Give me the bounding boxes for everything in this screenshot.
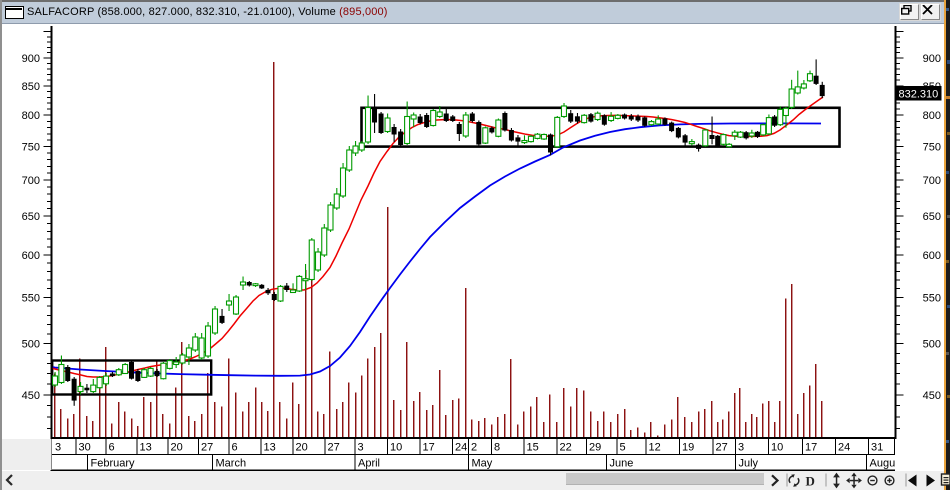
svg-text:6: 6 [109, 442, 115, 454]
svg-text:750: 750 [923, 142, 941, 154]
svg-text:31: 31 [871, 442, 883, 454]
svg-text:29: 29 [589, 442, 601, 454]
svg-text:20: 20 [296, 442, 308, 454]
svg-text:3: 3 [738, 442, 744, 454]
svg-text:832.310: 832.310 [899, 88, 939, 100]
svg-text:12: 12 [649, 442, 661, 454]
svg-text:3: 3 [55, 442, 61, 454]
svg-text:13: 13 [140, 442, 152, 454]
svg-text:750: 750 [22, 142, 40, 154]
svg-text:900: 900 [22, 53, 40, 65]
svg-text:650: 650 [22, 211, 40, 223]
svg-text:10: 10 [390, 442, 402, 454]
svg-text:20: 20 [171, 442, 183, 454]
svg-text:24: 24 [455, 442, 467, 454]
svg-text:900: 900 [923, 53, 941, 65]
svg-text:Augu: Augu [870, 458, 896, 470]
svg-text:6: 6 [232, 442, 238, 454]
svg-text:27: 27 [716, 442, 728, 454]
svg-text:17: 17 [805, 442, 817, 454]
svg-text:10: 10 [771, 442, 783, 454]
svg-text:February: February [91, 458, 136, 470]
svg-text:June: June [610, 458, 634, 470]
svg-text:March: March [216, 458, 247, 470]
svg-text:17: 17 [423, 442, 435, 454]
svg-text:3: 3 [358, 442, 364, 454]
svg-text:550: 550 [22, 292, 40, 304]
svg-text:450: 450 [22, 390, 40, 402]
svg-text:650: 650 [923, 211, 941, 223]
svg-text:500: 500 [923, 339, 941, 351]
svg-text:700: 700 [923, 175, 941, 187]
svg-text:2: 2 [471, 442, 477, 454]
svg-text:15: 15 [527, 442, 539, 454]
svg-text:22: 22 [560, 442, 572, 454]
svg-text:May: May [472, 458, 493, 470]
svg-text:19: 19 [682, 442, 694, 454]
svg-text:5: 5 [620, 442, 626, 454]
svg-text:27: 27 [201, 442, 213, 454]
svg-text:600: 600 [22, 250, 40, 262]
svg-text:D: D [806, 473, 815, 488]
svg-text:July: July [739, 458, 759, 470]
svg-text:500: 500 [22, 339, 40, 351]
svg-text:700: 700 [22, 175, 40, 187]
svg-text:600: 600 [923, 250, 941, 262]
svg-text:800: 800 [923, 110, 941, 122]
svg-text:13: 13 [264, 442, 276, 454]
svg-text:30: 30 [79, 442, 91, 454]
svg-text:27: 27 [328, 442, 340, 454]
svg-text:24: 24 [838, 442, 850, 454]
svg-text:8: 8 [494, 442, 500, 454]
svg-text:850: 850 [22, 81, 40, 93]
svg-text:800: 800 [22, 110, 40, 122]
svg-text:April: April [358, 458, 380, 470]
svg-text:450: 450 [923, 390, 941, 402]
svg-text:550: 550 [923, 292, 941, 304]
